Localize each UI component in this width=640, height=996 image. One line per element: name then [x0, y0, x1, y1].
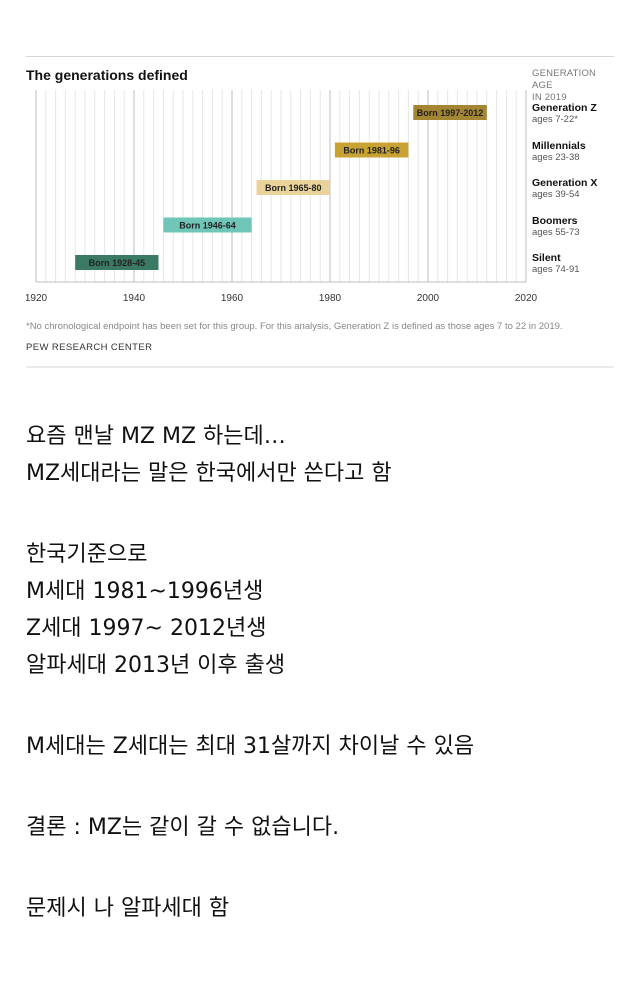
generation-bar-label: Born 1981-96: [343, 146, 400, 156]
generation-name: Millennials: [532, 140, 586, 152]
x-tick-label: 1920: [26, 293, 48, 304]
post-line: MZ세대라는 말은 한국에서만 쓴다고 함: [26, 461, 392, 486]
chart-source: PEW RESEARCH CENTER: [26, 342, 153, 353]
x-tick-label: 1960: [221, 293, 244, 304]
chart-title: The generations defined: [26, 67, 188, 83]
age-header-line-1: GENERATION AGE: [532, 68, 597, 91]
generation-ages: ages 7-22*: [532, 114, 578, 125]
chart-canvas: Born 1997-2012 Born 1981-96 Born 1965-80 Bo…: [26, 56, 614, 368]
x-tick-label: 2020: [515, 293, 538, 304]
generation-bar-label: Born 1965-80: [265, 183, 322, 193]
age-column-header: GENERATION AGE IN 2019: [532, 68, 614, 104]
generation-label-silent: Silent ages 74-91: [532, 252, 614, 276]
post-body: 요즘 맨날 MZ MZ 하는데… MZ세대라는 말은 한국에서만 쓴다고 함 한…: [26, 418, 626, 927]
post-line: 문제시 나 알파세대 함: [26, 896, 230, 921]
generation-bar: [163, 217, 252, 233]
x-tick-label: 2000: [417, 293, 440, 304]
generation-label-genz: Generation Z ages 7-22*: [532, 102, 614, 126]
post-line: 요즘 맨날 MZ MZ 하는데…: [26, 424, 286, 449]
generation-ages: ages 55-73: [532, 227, 580, 238]
generation-label-genx: Generation X ages 39-54: [532, 177, 614, 201]
post-line: M세대 1981~1996년생: [26, 579, 264, 604]
generation-name: Silent: [532, 252, 561, 264]
generation-bar: [334, 142, 409, 158]
x-tick-label: 1940: [123, 293, 146, 304]
post-line: Z세대 1997~ 2012년생: [26, 616, 267, 641]
generation-ages: ages 39-54: [532, 189, 580, 200]
chart-footnote: *No chronological endpoint has been set …: [26, 321, 563, 332]
generation-bar-label: Born 1946-64: [179, 221, 236, 231]
generation-bar: [413, 105, 487, 120]
x-tick-label: 1980: [319, 293, 342, 304]
generation-ages: ages 23-38: [532, 152, 580, 163]
generations-chart: Born 1997-2012 Born 1981-96 Born 1965-80 Bo…: [26, 56, 614, 368]
post-line: M세대는 Z세대는 최대 31살까지 차이날 수 있음: [26, 734, 475, 759]
post-line: 알파세대 2013년 이후 출생: [26, 653, 286, 678]
post-line: 한국기준으로: [26, 542, 148, 567]
post-line: 결론 : MZ는 같이 갈 수 없습니다.: [26, 815, 340, 840]
generation-ages: ages 74-91: [532, 264, 580, 275]
age-header-line-2: IN 2019: [532, 92, 567, 103]
generation-name: Boomers: [532, 215, 578, 227]
generation-bar: [256, 180, 330, 195]
generation-label-millennials: Millennials ages 23-38: [532, 140, 614, 164]
generation-bar: [75, 255, 159, 270]
generation-label-boomers: Boomers ages 55-73: [532, 215, 614, 239]
generation-bar-label: Born 1997-2012: [417, 108, 484, 118]
generation-bar-label: Born 1928-45: [89, 258, 146, 268]
generation-name: Generation Z: [532, 102, 597, 114]
generation-name: Generation X: [532, 177, 598, 189]
